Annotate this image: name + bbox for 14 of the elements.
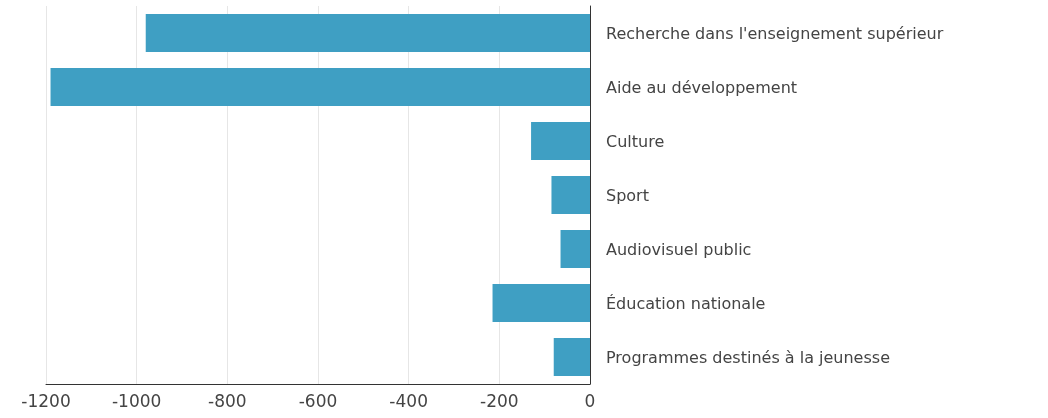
x-tick-label: -800 (208, 390, 247, 411)
y-tick-label: Recherche dans l'enseignement supérieur (606, 23, 944, 43)
y-tick-label: Culture (606, 131, 665, 151)
y-tick-label: Audiovisuel public (606, 239, 752, 259)
x-tick-label: -1200 (21, 390, 71, 411)
x-tick-label: 0 (584, 390, 596, 411)
y-tick-label: Aide au développement (606, 77, 798, 97)
x-tick-label: -600 (298, 390, 338, 411)
x-tick-label: -400 (389, 390, 428, 411)
y-tick-label: Sport (606, 185, 649, 205)
y-tick-label: Éducation nationale (606, 293, 766, 313)
y-tick-label: Programmes destinés à la jeunesse (606, 347, 890, 367)
x-tick-label: -1000 (111, 390, 162, 411)
x-tick-label: -200 (480, 390, 519, 411)
